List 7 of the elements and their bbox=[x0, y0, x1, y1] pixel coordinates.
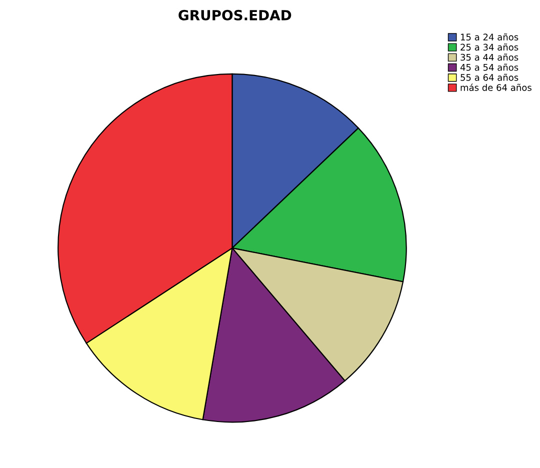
legend-label: 15 a 24 años bbox=[460, 33, 518, 40]
legend-label: 45 a 54 años bbox=[460, 64, 518, 71]
legend-label: 55 a 64 años bbox=[460, 74, 518, 81]
chart-title: GRUPOS.EDAD bbox=[178, 10, 292, 20]
legend-label: más de 64 años bbox=[460, 84, 532, 91]
legend-label: 25 a 34 años bbox=[460, 43, 518, 51]
legend-label: 35 a 44 años bbox=[460, 54, 518, 61]
